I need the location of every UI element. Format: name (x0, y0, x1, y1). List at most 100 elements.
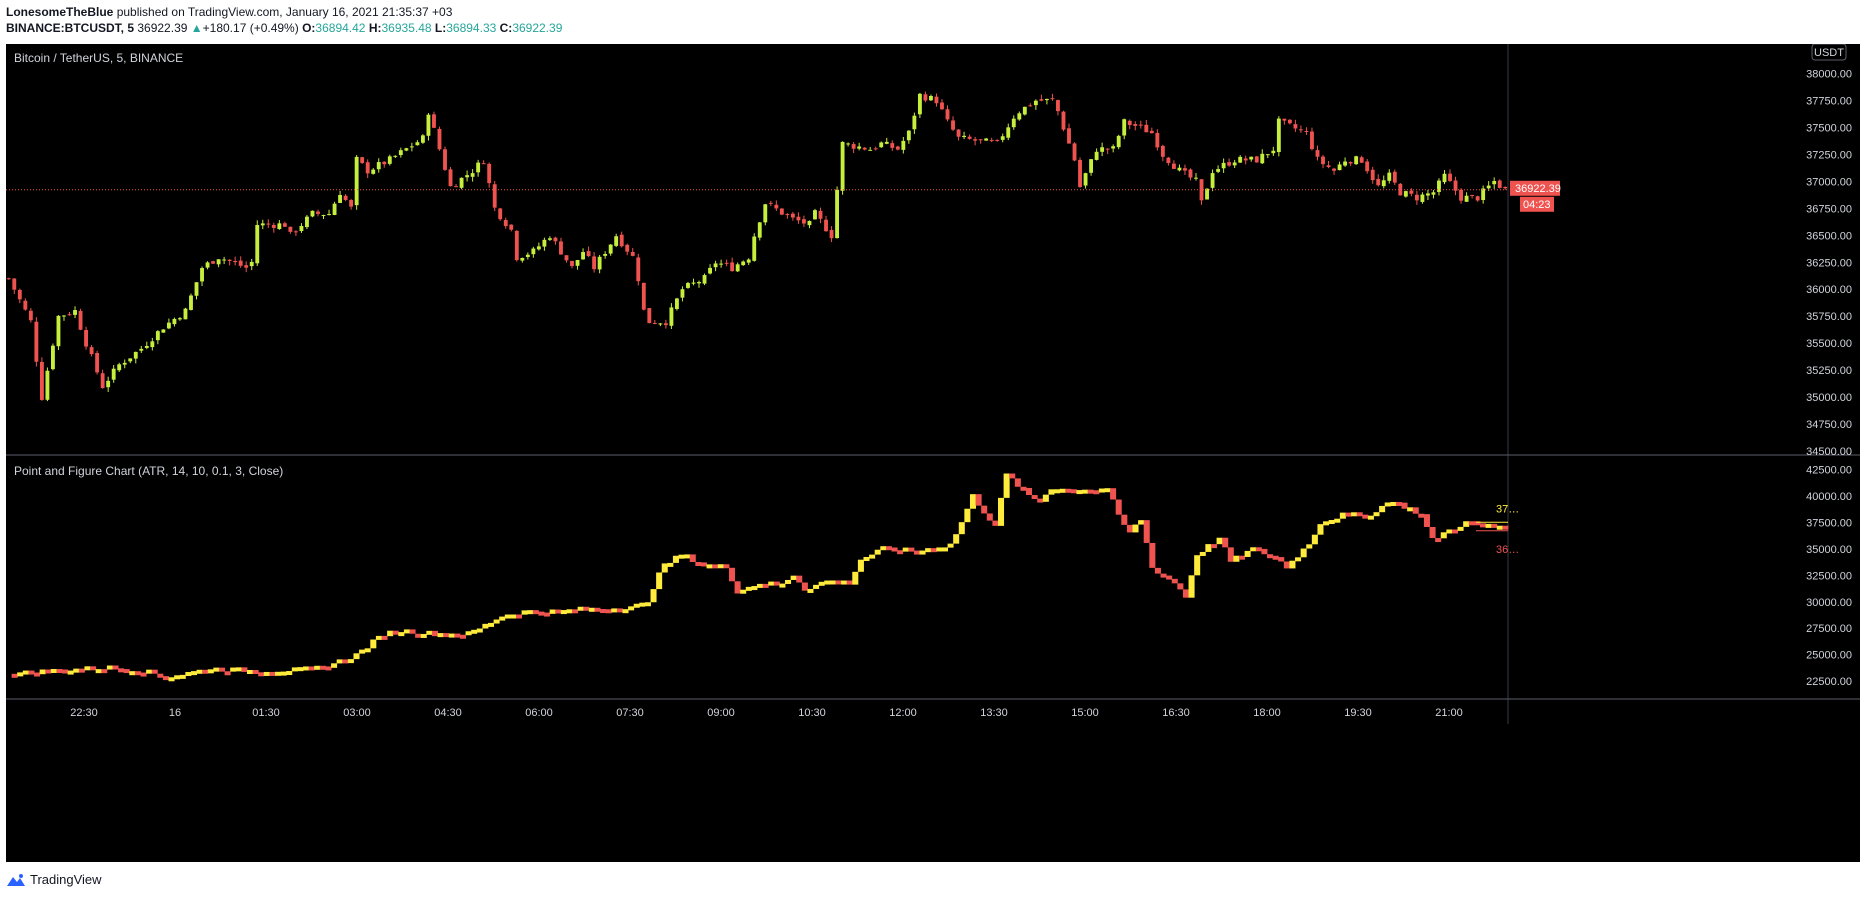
pf-column (958, 522, 965, 535)
candle-body (697, 281, 701, 284)
candle-body (343, 195, 348, 200)
pf-column (633, 603, 640, 608)
ohlc-line: BINANCE:BTCUSDT, 5 36922.39 ▲+180.17 (+0… (6, 20, 562, 36)
candle-body (194, 282, 199, 296)
candle-body (144, 345, 149, 348)
chart-area[interactable]: 38000.00 37750.00 37500.00 37250.00 37000.00… (6, 43, 1860, 862)
candle-body (1265, 154, 1270, 156)
candle-body (1298, 129, 1303, 131)
pf-column (1250, 547, 1257, 552)
candle-body (211, 261, 216, 264)
pf-column (925, 548, 932, 553)
candle-body (1056, 100, 1060, 112)
pf-column (56, 668, 63, 673)
candle-body (575, 260, 580, 266)
last-price: 36922.39 (137, 21, 188, 35)
candle-body (238, 260, 243, 266)
candle-body (663, 323, 668, 326)
candle-body (1321, 156, 1325, 165)
time-tick-label: 15:00 (1071, 707, 1099, 719)
candle-body (746, 259, 751, 263)
pf-column (1126, 524, 1133, 533)
candle-body (1232, 162, 1237, 166)
candle-body (415, 142, 420, 146)
candle-body (647, 308, 652, 324)
publish-info: published on TradingView.com, January 16… (116, 5, 453, 19)
pf-price-tick-label: 40000.00 (1806, 491, 1852, 503)
candle-body (702, 275, 707, 284)
pf-column (1373, 512, 1380, 517)
pf-column (869, 554, 876, 559)
pf-column (885, 546, 892, 551)
pf-column (1048, 489, 1055, 495)
candle-body (1243, 158, 1248, 161)
pf-column (1435, 538, 1442, 543)
pf-column (364, 648, 371, 653)
time-tick-label: 06:00 (525, 707, 553, 719)
pf-column (437, 633, 444, 638)
candle-body (404, 148, 409, 151)
candle-body (1392, 171, 1397, 183)
footer-brand[interactable]: TradingView (30, 872, 102, 887)
change-value: +180.17 (+0.49%) (202, 21, 299, 35)
candle-body (1122, 119, 1127, 136)
pf-column (1132, 524, 1139, 533)
pf-column (1194, 555, 1201, 576)
pf-column (118, 668, 125, 673)
candle-body (1133, 124, 1138, 126)
footer[interactable]: TradingView (6, 872, 102, 887)
candle-body (1050, 98, 1055, 100)
candle-body (901, 140, 906, 150)
pf-column (275, 671, 282, 676)
candle-body (912, 115, 917, 130)
pf-column (577, 606, 584, 611)
candle-body (509, 224, 514, 230)
candle-body (752, 236, 757, 261)
candle-body (625, 244, 630, 252)
candle-body (133, 351, 138, 359)
candle-body (520, 258, 525, 261)
candle-body (371, 169, 376, 174)
low-value: 36894.33 (446, 21, 497, 35)
pf-price-tick-label: 27500.00 (1806, 623, 1852, 635)
candle-body (172, 318, 177, 325)
pf-column (723, 564, 730, 569)
pf-column (398, 632, 405, 637)
candle-body (487, 163, 492, 184)
candle-body (1326, 165, 1331, 168)
price-tick-label: 37000.00 (1806, 176, 1852, 188)
candle-body (658, 323, 663, 325)
price-tick-label: 35750.00 (1806, 311, 1852, 323)
pf-column (1082, 489, 1089, 494)
candle-body (967, 136, 972, 139)
pf-column (342, 659, 349, 664)
pf-column (1115, 499, 1122, 515)
pf-column (981, 505, 988, 514)
pf-column (487, 622, 495, 627)
pf-column (459, 634, 467, 639)
pf-column (241, 667, 248, 672)
pf-column (863, 556, 870, 561)
price-tick-label: 37250.00 (1806, 149, 1852, 161)
chart-svg[interactable]: 38000.00 37750.00 37500.00 37250.00 37000.00… (6, 43, 1860, 862)
pf-column (818, 581, 825, 586)
pf-column (202, 669, 209, 674)
candle-body (1448, 173, 1452, 181)
candle-body (1409, 190, 1414, 194)
pf-column (375, 635, 382, 640)
price-tick-label: 37750.00 (1806, 96, 1852, 108)
chart-header: LonesomeTheBlue published on TradingView… (6, 4, 562, 36)
candle-body (735, 264, 740, 272)
candle-body (1044, 98, 1049, 101)
candle-body (448, 169, 453, 187)
pf-column (801, 582, 808, 591)
author-name[interactable]: LonesomeTheBlue (6, 5, 114, 19)
pf-column (997, 497, 1005, 526)
pf-column (331, 663, 338, 668)
pf-column (476, 628, 483, 633)
candle-body (1238, 156, 1243, 163)
pf-column (134, 671, 141, 676)
candle-body (161, 329, 166, 333)
publish-line: LonesomeTheBlue published on TradingView… (6, 4, 562, 20)
pf-column (443, 633, 450, 638)
